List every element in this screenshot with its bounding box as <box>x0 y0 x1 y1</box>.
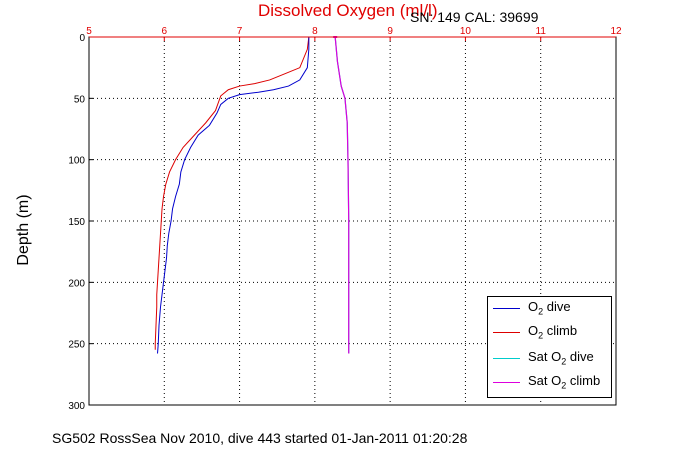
y-axis-label: Depth (m) <box>15 194 32 266</box>
x-tick-label: 7 <box>237 26 243 37</box>
legend-swatch-o2-climb <box>493 332 520 333</box>
y-tick-label: 200 <box>68 278 85 289</box>
y-tick-label: 50 <box>74 94 86 105</box>
y-tick-label: 0 <box>79 33 85 44</box>
legend-label-o2-dive: O2 dive <box>528 299 571 317</box>
legend-entry-sat-climb: Sat O2 climb <box>488 371 613 395</box>
series-line-sat_dive <box>334 36 350 354</box>
grid-lines <box>89 37 616 405</box>
chart-title: Dissolved Oxygen (ml/l) <box>258 1 438 20</box>
y-tick-label: 250 <box>68 340 85 351</box>
chart-subtitle: SN: 149 CAL: 39699 <box>410 9 539 25</box>
legend-swatch-o2-dive <box>493 308 520 309</box>
y-tick-label: 300 <box>68 401 85 412</box>
legend-label-sat-dive: Sat O2 dive <box>528 349 594 367</box>
x-tick-label: 9 <box>387 26 393 37</box>
legend-entry-o2-climb: O2 climb <box>488 321 613 345</box>
x-axis-ticks: 5 6 7 8 9 10 11 12 <box>86 26 622 41</box>
footer-text: SG502 RossSea Nov 2010, dive 443 started… <box>52 430 468 446</box>
legend-label-o2-climb: O2 climb <box>528 323 578 341</box>
x-tick-label: 6 <box>162 26 168 37</box>
legend: O2 dive O2 climb Sat O2 dive Sat O2 clim… <box>487 296 612 398</box>
series-lines <box>154 36 350 354</box>
series-line-o2_dive <box>157 37 310 354</box>
series-line-sat_climb <box>334 36 350 354</box>
legend-swatch-sat-climb <box>493 382 520 383</box>
x-tick-label: 11 <box>536 26 547 37</box>
x-tick-label: 8 <box>312 26 318 37</box>
x-tick-label: 10 <box>460 26 472 37</box>
legend-entry-o2-dive: O2 dive <box>488 297 613 321</box>
legend-swatch-sat-dive <box>493 358 520 359</box>
x-tick-label: 5 <box>86 26 92 37</box>
y-tick-label: 150 <box>68 217 85 228</box>
y-tick-label: 100 <box>68 156 85 167</box>
legend-entry-sat-dive: Sat O2 dive <box>488 347 613 371</box>
series-line-o2_climb <box>154 36 310 350</box>
legend-label-sat-climb: Sat O2 climb <box>528 373 601 391</box>
x-tick-label: 12 <box>610 26 622 37</box>
